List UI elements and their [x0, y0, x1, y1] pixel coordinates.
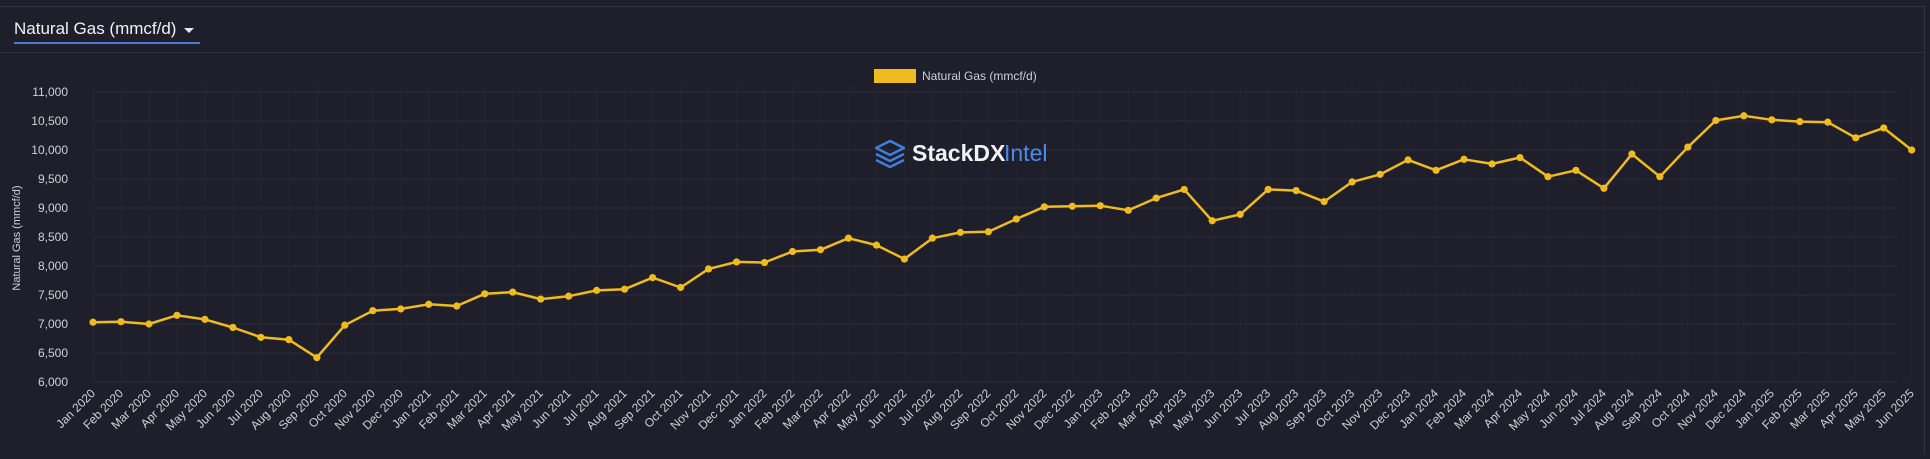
data-point[interactable]: [173, 311, 181, 319]
data-point[interactable]: [1208, 217, 1216, 225]
data-point[interactable]: [1292, 187, 1300, 195]
y-tick-label: 8,000: [38, 259, 68, 273]
legend[interactable]: Natural Gas (mmcf/d): [874, 69, 1037, 83]
top-border: [0, 6, 1924, 7]
data-point[interactable]: [1852, 134, 1860, 142]
metric-dropdown[interactable]: Natural Gas (mmcf/d): [14, 16, 201, 44]
data-point[interactable]: [481, 290, 489, 298]
data-point[interactable]: [1880, 124, 1888, 132]
data-point[interactable]: [760, 258, 769, 267]
data-point[interactable]: [1684, 143, 1692, 151]
data-point[interactable]: [565, 292, 573, 300]
data-point[interactable]: [1236, 210, 1244, 218]
data-point[interactable]: [201, 315, 209, 323]
y-tick-label: 7,000: [38, 317, 68, 331]
data-point[interactable]: [1404, 156, 1412, 164]
y-tick-label: 6,000: [38, 375, 68, 389]
data-point[interactable]: [1628, 150, 1636, 158]
chart-area: 6,000 6,500 7,000 7,500 8,000 8,500 9,000 9,500…: [0, 52, 1924, 454]
data-point[interactable]: [509, 288, 517, 296]
y-axis-ticks: 6,000 6,500 7,000 7,500 8,000 8,500 9,000 9,500…: [31, 85, 68, 389]
data-point[interactable]: [1320, 198, 1328, 206]
chart-header: Natural Gas (mmcf/d): [0, 7, 1924, 53]
grid-lines: [92, 84, 1913, 383]
data-point[interactable]: [1348, 178, 1356, 186]
data-point[interactable]: [1656, 173, 1664, 181]
data-point[interactable]: [229, 323, 237, 332]
data-point[interactable]: [1264, 185, 1272, 194]
data-point[interactable]: [1124, 206, 1132, 214]
y-tick-label: 10,000: [31, 143, 68, 157]
data-point[interactable]: [257, 333, 265, 341]
data-point[interactable]: [397, 305, 405, 313]
data-point[interactable]: [1460, 155, 1468, 163]
stacked-layers-icon: [874, 139, 906, 169]
data-point[interactable]: [1740, 112, 1748, 120]
data-point[interactable]: [649, 274, 657, 282]
data-point[interactable]: [1824, 118, 1832, 126]
watermark-text-accent: Intel: [1004, 140, 1047, 166]
data-point[interactable]: [1068, 202, 1076, 210]
data-point[interactable]: [453, 302, 461, 310]
data-point[interactable]: [1572, 166, 1580, 174]
chevron-down-icon[interactable]: [184, 28, 195, 33]
data-point[interactable]: [89, 318, 97, 326]
data-point[interactable]: [1600, 184, 1608, 192]
data-point[interactable]: [1096, 202, 1104, 210]
data-point[interactable]: [984, 228, 992, 236]
data-point[interactable]: [145, 320, 153, 328]
y-tick-label: 11,000: [32, 85, 68, 99]
data-point[interactable]: [872, 241, 881, 249]
data-point[interactable]: [621, 285, 629, 293]
data-points: [89, 112, 1916, 362]
data-point[interactable]: [900, 255, 909, 263]
data-point[interactable]: [704, 265, 713, 273]
data-point[interactable]: [844, 234, 853, 242]
data-point[interactable]: [117, 318, 125, 326]
data-point[interactable]: [313, 354, 321, 362]
y-tick-label: 8,500: [38, 230, 68, 244]
watermark-text-main: StackDX: [912, 140, 1006, 166]
data-point[interactable]: [341, 321, 349, 329]
y-tick-label: 9,000: [38, 201, 68, 215]
data-point[interactable]: [285, 336, 293, 344]
data-point[interactable]: [1768, 116, 1776, 124]
data-point[interactable]: [1012, 215, 1020, 223]
data-point[interactable]: [1152, 194, 1160, 202]
line-chart: 6,000 6,500 7,000 7,500 8,000 8,500 9,000 9,500…: [11, 69, 1917, 433]
data-point[interactable]: [537, 295, 545, 303]
y-axis-label: Natural Gas (mmcf/d): [11, 185, 23, 290]
data-point[interactable]: [1544, 173, 1552, 181]
legend-swatch: [874, 69, 916, 83]
data-point[interactable]: [1180, 185, 1188, 194]
metric-dropdown-label: Natural Gas (mmcf/d): [14, 19, 177, 38]
data-point[interactable]: [1432, 166, 1440, 174]
data-point[interactable]: [1376, 170, 1384, 178]
legend-label: Natural Gas (mmcf/d): [922, 69, 1037, 83]
data-point[interactable]: [1908, 146, 1916, 154]
y-tick-label: 6,500: [38, 346, 68, 360]
data-point[interactable]: [956, 228, 964, 236]
data-point[interactable]: [1796, 117, 1804, 126]
data-point[interactable]: [1712, 116, 1720, 125]
watermark-logo: StackDX Intel: [874, 139, 1047, 169]
series-line: [92, 114, 1913, 359]
y-tick-label: 10,500: [31, 114, 68, 128]
data-point[interactable]: [928, 234, 937, 242]
data-point[interactable]: [593, 286, 601, 294]
data-point[interactable]: [1488, 160, 1496, 168]
data-point[interactable]: [1516, 153, 1524, 162]
data-point[interactable]: [732, 258, 741, 266]
y-tick-label: 9,500: [38, 172, 68, 186]
data-point[interactable]: [1040, 203, 1048, 211]
data-point[interactable]: [788, 247, 797, 256]
data-point[interactable]: [369, 307, 377, 315]
data-point[interactable]: [816, 246, 825, 254]
data-point[interactable]: [425, 300, 433, 308]
panel-right-border: [1924, 6, 1925, 454]
y-tick-label: 7,500: [38, 288, 68, 302]
data-point[interactable]: [676, 283, 685, 292]
